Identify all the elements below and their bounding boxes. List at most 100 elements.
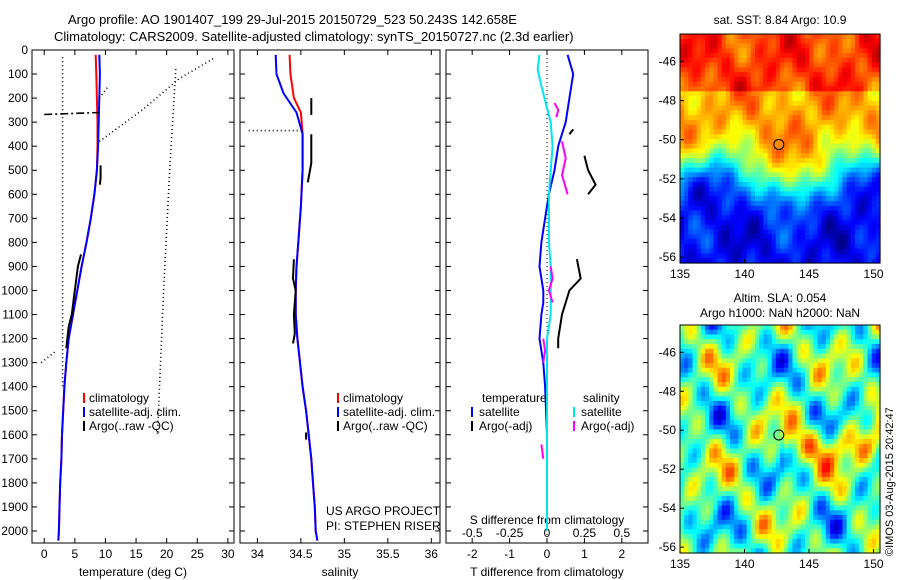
sst_map-cell bbox=[700, 248, 706, 255]
sst_map-cell bbox=[821, 100, 827, 107]
sla_map-cell bbox=[796, 420, 802, 426]
sst_map-cell bbox=[705, 134, 710, 140]
sst_map-cell bbox=[871, 96, 877, 102]
sst_map-cell bbox=[713, 196, 719, 202]
sla_map-cell bbox=[700, 391, 706, 397]
sst_map-cell bbox=[825, 186, 831, 193]
sla_map-cell bbox=[796, 496, 802, 502]
sla_map-cell bbox=[709, 329, 714, 336]
sst_map-cell bbox=[730, 91, 735, 97]
sla_map-cell bbox=[792, 329, 798, 336]
sla_map-cell bbox=[846, 434, 852, 440]
sst_map-cell bbox=[705, 110, 710, 116]
sst_map-cell bbox=[813, 148, 819, 154]
sla_map-cell bbox=[800, 386, 806, 393]
sst_map-cell bbox=[742, 115, 748, 121]
sst_map-cell bbox=[817, 224, 823, 231]
sla_map-cell bbox=[742, 472, 748, 478]
sst_map-cell bbox=[875, 234, 881, 240]
sla_map-cell bbox=[825, 405, 831, 412]
sla_map-cell bbox=[750, 420, 756, 426]
sla_map-cell bbox=[817, 458, 823, 464]
sla_map-cell bbox=[750, 491, 756, 497]
sst_map-cell bbox=[700, 215, 706, 221]
sst_map-cell bbox=[746, 48, 752, 54]
sst_map-cell bbox=[738, 105, 744, 111]
sla_map-cell bbox=[825, 325, 831, 331]
sst_map-cell bbox=[680, 43, 685, 49]
sla_map-cell bbox=[775, 363, 781, 369]
temperature-xlabel: temperature (deg C) bbox=[79, 565, 187, 579]
sla_map-cell bbox=[680, 396, 685, 402]
sst_map-cell bbox=[859, 191, 864, 197]
sla_map-cell bbox=[838, 358, 844, 364]
sla_map-cell bbox=[850, 486, 856, 492]
sst_map-cell bbox=[771, 177, 777, 183]
sst_map-cell bbox=[825, 119, 831, 126]
sla_map-cell bbox=[721, 429, 727, 435]
sst_map-cell bbox=[696, 186, 702, 193]
sst_map-cell bbox=[709, 210, 714, 216]
sla_map-cell bbox=[855, 348, 860, 355]
sst_map-cell bbox=[767, 139, 773, 145]
sla_map-cell bbox=[688, 358, 694, 364]
sla_map-cell bbox=[713, 396, 719, 402]
sst_map-cell bbox=[730, 248, 735, 255]
salinity-panel: 34 34.5 35 35.5 36salinityclimatologysatelli… bbox=[239, 49, 441, 579]
sla_map-cell bbox=[813, 358, 819, 364]
sla_map-cell bbox=[855, 538, 860, 545]
sla_map-cell bbox=[705, 367, 710, 374]
sla_map-cell bbox=[813, 505, 819, 511]
sst_map-cell bbox=[688, 134, 694, 140]
sla_map-cell bbox=[730, 410, 735, 416]
sla_map-cell bbox=[821, 496, 827, 502]
sla_map-cell bbox=[867, 358, 873, 364]
sla_map-cell bbox=[867, 538, 873, 545]
sst_map-cell bbox=[696, 48, 702, 54]
sst_map-cell bbox=[821, 253, 827, 259]
sla_map-cell bbox=[867, 363, 873, 369]
sla_map-cell bbox=[850, 329, 856, 336]
temperature-ytick-label: 100 bbox=[8, 67, 28, 81]
sst_map-cell bbox=[859, 162, 864, 169]
sla_map-cell bbox=[775, 534, 781, 540]
sla_map-cell bbox=[834, 334, 839, 340]
sst_map-cell bbox=[763, 139, 769, 145]
sst_map-cell bbox=[705, 248, 710, 255]
sst_map-cell bbox=[846, 100, 852, 107]
sla_map-cell bbox=[684, 386, 689, 393]
sst_map-cell bbox=[846, 201, 852, 207]
sst_map-cell bbox=[738, 86, 744, 92]
sla_map-cell bbox=[713, 348, 719, 355]
sst_map-cell bbox=[800, 105, 806, 111]
sla_map-cell bbox=[713, 329, 719, 336]
sst_map-cell bbox=[738, 172, 744, 178]
sst_map-cell bbox=[725, 100, 731, 107]
sst_map-cell bbox=[871, 215, 877, 221]
sst_map-cell bbox=[871, 172, 877, 178]
sla_map-cell bbox=[771, 386, 777, 393]
sla_map-cell bbox=[821, 515, 827, 521]
sst_map-cell bbox=[867, 243, 873, 250]
sst_map-argo-marker bbox=[773, 138, 785, 150]
sla_map-cell bbox=[825, 344, 831, 350]
sst_map-cell bbox=[809, 129, 814, 135]
sla_map-cell bbox=[805, 448, 810, 454]
sla_map-cell bbox=[838, 325, 844, 331]
sst_map-cell bbox=[709, 143, 714, 150]
sst_map-cell bbox=[825, 167, 831, 173]
sst_map-cell bbox=[746, 124, 752, 130]
sst_map-cell bbox=[759, 76, 764, 83]
sst_map-cell bbox=[738, 258, 744, 264]
sla_map-cell bbox=[792, 429, 798, 435]
sla_map-cell bbox=[709, 443, 714, 450]
sla_map-cell bbox=[742, 439, 748, 445]
sla_map-cell bbox=[721, 510, 727, 516]
sla_map-cell bbox=[696, 534, 702, 540]
sst_map-cell bbox=[775, 72, 781, 78]
sla_map-cell bbox=[809, 505, 814, 511]
sla_map-cell bbox=[700, 415, 706, 421]
sst_map-cell bbox=[784, 220, 789, 226]
sst_map-cell bbox=[834, 86, 839, 92]
sla_map-cell bbox=[742, 401, 748, 407]
